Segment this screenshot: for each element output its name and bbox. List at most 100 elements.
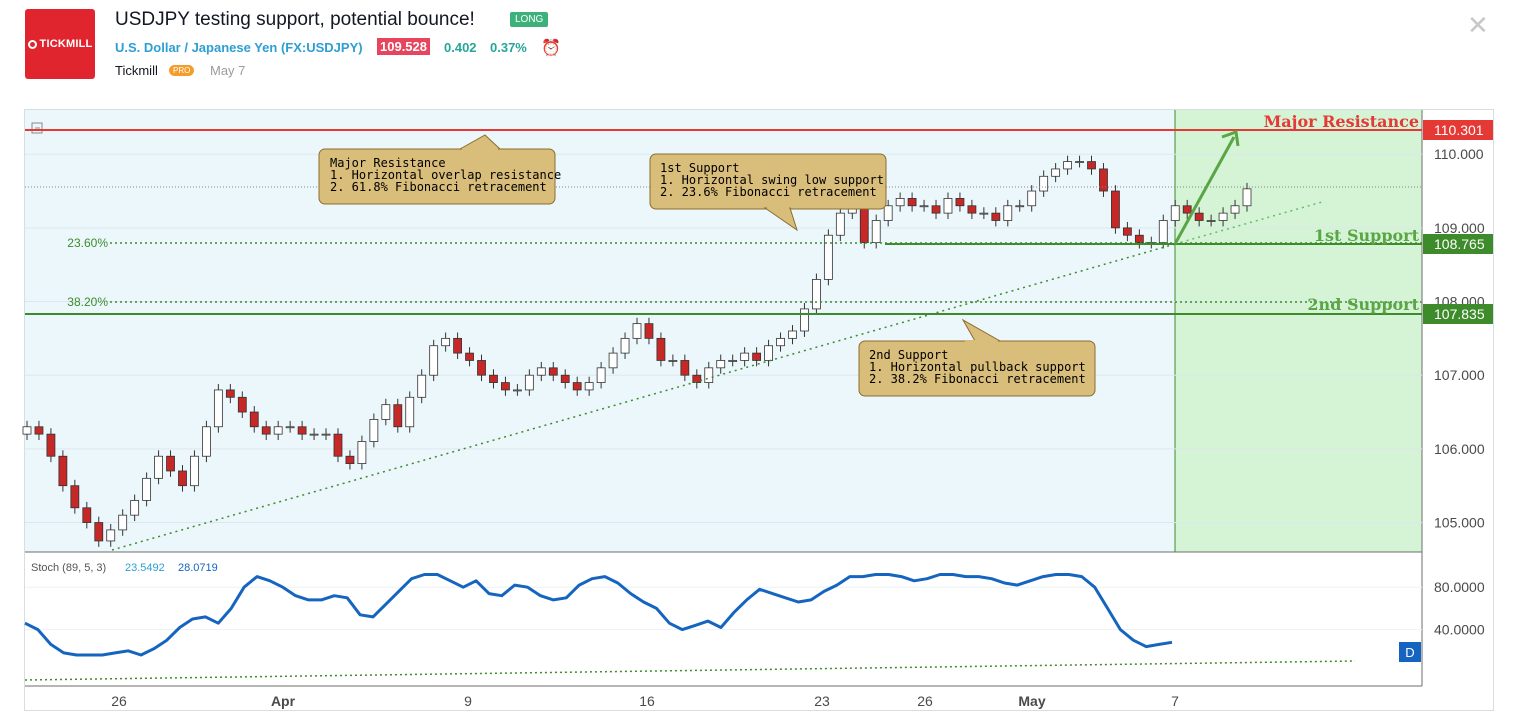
time-axis[interactable]: 26 Apr 9 16 23 26 May 7	[111, 693, 1179, 709]
candle	[345, 455, 355, 465]
trendline-extension[interactable]	[1174, 201, 1323, 245]
candle	[465, 352, 474, 361]
logo-text: TICKMILL	[39, 38, 93, 50]
callout-first-support[interactable]: 1st Support 1. Horizontal swing low supp…	[649, 153, 887, 232]
symbol-name[interactable]: U.S. Dollar / Japanese Yen	[115, 40, 278, 55]
candle	[70, 485, 80, 509]
callout-line: 1. Horizontal swing low support	[660, 173, 884, 187]
candle	[309, 433, 319, 436]
time-tick-label: 26	[917, 693, 933, 709]
stoch-interval-text: D	[1405, 645, 1414, 660]
alarm-clock-icon[interactable]: ⏰	[541, 40, 561, 57]
price-change: 0.402	[444, 40, 477, 55]
close-icon[interactable]: ✕	[1467, 10, 1489, 40]
candle	[441, 337, 451, 347]
callout-second-support[interactable]: 2nd Support 1. Horizontal pullback suppo…	[858, 318, 1096, 397]
resistance-price-tag	[1423, 120, 1493, 140]
candle	[620, 337, 630, 354]
candle	[1111, 190, 1120, 229]
candle	[489, 374, 498, 383]
fib-38-2-label: 38.20%	[67, 295, 108, 309]
candle	[644, 323, 654, 339]
candle	[979, 212, 989, 215]
candle	[501, 382, 510, 391]
time-tick-label: Apr	[271, 693, 296, 709]
candle	[237, 396, 247, 413]
projection-arrow[interactable]	[1173, 136, 1236, 245]
stoch-d-value: 28.0719	[178, 562, 218, 574]
candle	[800, 308, 809, 332]
pro-badge: PRO	[169, 65, 195, 76]
candle	[393, 404, 403, 428]
candle	[704, 367, 714, 383]
candle	[1099, 168, 1108, 192]
price-axis[interactable]: 110.000109.000108.000107.000106.000105.0…	[1434, 146, 1485, 637]
candle	[955, 197, 965, 207]
candle	[1039, 175, 1049, 192]
callout-title: 1st Support	[660, 161, 739, 175]
rising-trendline[interactable]	[111, 243, 1176, 551]
stoch-trendline[interactable]	[24, 660, 1356, 681]
candle	[142, 477, 152, 501]
time-tick-label: 9	[464, 693, 472, 709]
candle	[1027, 190, 1037, 207]
long-badge: LONG	[510, 12, 549, 27]
fib-23-6-label: 23.60%	[67, 236, 108, 250]
price-tick-label: 105.000	[1434, 515, 1485, 531]
candle	[297, 426, 307, 435]
candle	[1087, 161, 1096, 170]
candle	[608, 352, 618, 369]
candle	[405, 396, 415, 428]
candle	[692, 374, 702, 383]
stoch-pane	[24, 573, 1422, 657]
stoch-interval-badge[interactable]	[1399, 642, 1421, 662]
candle	[154, 455, 163, 479]
symbol-code[interactable]: (FX:USDJPY)	[280, 40, 363, 55]
stoch-line[interactable]	[24, 573, 1173, 657]
candle	[740, 352, 750, 361]
candle	[22, 426, 32, 435]
candle	[512, 389, 522, 392]
candle	[584, 382, 594, 391]
candle	[560, 374, 570, 383]
callout-major-resistance[interactable]: Major Resistance 1. Horizontal overlap r…	[318, 134, 561, 205]
candle	[788, 330, 797, 339]
callout-title: Major Resistance	[330, 156, 446, 170]
callout-line: 1. Horizontal pullback support	[869, 360, 1086, 374]
candle	[1206, 220, 1216, 222]
candle	[285, 426, 295, 429]
candle	[94, 522, 104, 542]
symbol-line: U.S. Dollar / Japanese Yen (FX:USDJPY)	[115, 40, 363, 55]
candle	[166, 455, 175, 472]
author-name[interactable]: Tickmill	[115, 63, 158, 78]
candle	[82, 507, 92, 523]
candle	[764, 345, 773, 361]
callout-line: 2. 23.6% Fibonacci retracement	[660, 185, 877, 199]
candle	[1242, 188, 1252, 207]
candle	[261, 426, 271, 435]
price-tick-label: 107.000	[1434, 367, 1485, 383]
candle	[895, 197, 905, 207]
second-support-label: 2nd Support	[1307, 295, 1419, 314]
candle	[477, 360, 486, 376]
price-tick-label: 110.000	[1434, 146, 1484, 162]
callout-line: 2. 61.8% Fibonacci retracement	[330, 180, 547, 194]
candle	[1134, 234, 1144, 244]
candle	[1003, 205, 1013, 221]
collapse-pane-icon[interactable]	[31, 122, 43, 134]
candle	[190, 455, 199, 487]
candle	[130, 500, 140, 516]
candle	[178, 470, 187, 487]
time-tick-label: 7	[1171, 693, 1179, 709]
candle	[58, 455, 68, 487]
candle	[596, 367, 606, 383]
price-change-percent: 0.37%	[490, 40, 527, 55]
candle	[716, 360, 726, 369]
candle	[668, 360, 678, 362]
candle	[812, 279, 821, 310]
candle	[859, 205, 869, 243]
tickmill-logo[interactable]: TICKMILL	[25, 9, 95, 79]
candle	[321, 433, 331, 436]
candle	[1218, 212, 1228, 221]
